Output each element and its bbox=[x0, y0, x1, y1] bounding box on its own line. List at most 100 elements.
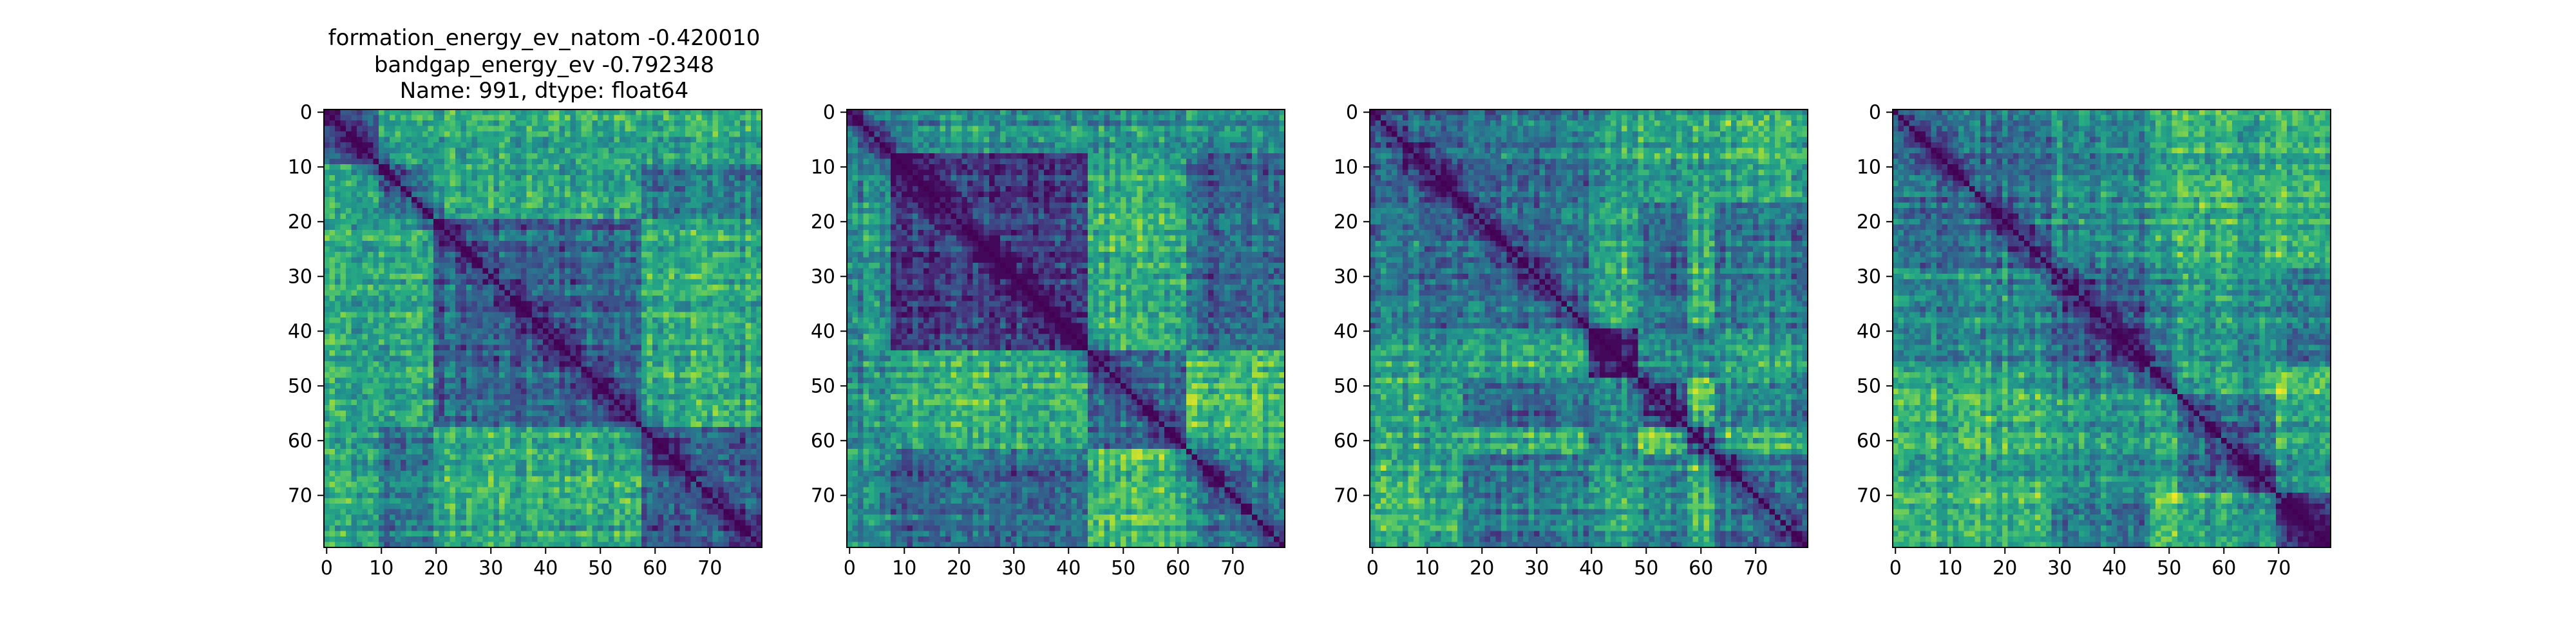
heatmap-cell bbox=[663, 202, 669, 209]
heatmap-cell bbox=[668, 120, 675, 126]
heatmap-cell bbox=[647, 158, 653, 165]
heatmap-cell bbox=[620, 115, 625, 121]
heatmap-cell bbox=[598, 372, 603, 378]
heatmap-cell bbox=[395, 421, 401, 428]
heatmap-cell bbox=[477, 120, 483, 126]
heatmap-cell bbox=[455, 372, 461, 378]
heatmap-cell bbox=[406, 421, 412, 428]
heatmap-cell bbox=[690, 328, 697, 334]
heatmap-cell bbox=[729, 191, 735, 198]
heatmap-cell bbox=[647, 317, 653, 323]
heatmap-cell bbox=[592, 350, 598, 356]
heatmap-cell bbox=[718, 158, 724, 165]
heatmap-cell bbox=[493, 180, 500, 187]
heatmap-cell bbox=[428, 323, 434, 329]
heatmap-cell bbox=[565, 235, 571, 242]
heatmap-cell bbox=[417, 410, 423, 417]
heatmap-cell bbox=[357, 274, 363, 279]
heatmap-cell bbox=[324, 361, 330, 367]
heatmap-cell bbox=[598, 158, 603, 165]
heatmap-cell bbox=[460, 208, 467, 214]
heatmap-cell bbox=[504, 421, 511, 428]
heatmap-cell bbox=[510, 377, 516, 384]
heatmap-cell bbox=[614, 355, 620, 362]
heatmap-cell bbox=[630, 153, 636, 159]
heatmap-cell bbox=[696, 383, 702, 389]
heatmap-cell bbox=[658, 202, 664, 209]
heatmap-cell bbox=[729, 224, 735, 231]
heatmap-cell bbox=[504, 268, 511, 274]
heatmap-cell bbox=[357, 410, 363, 417]
heatmap-cell bbox=[745, 443, 752, 450]
heatmap-cell bbox=[668, 268, 675, 274]
heatmap-cell bbox=[723, 153, 730, 159]
heatmap-cell bbox=[668, 224, 675, 231]
heatmap-cell bbox=[712, 213, 719, 220]
heatmap-cell bbox=[745, 131, 752, 137]
heatmap-cell bbox=[679, 443, 686, 450]
heatmap-cell bbox=[324, 301, 330, 307]
heatmap-cell bbox=[609, 142, 614, 148]
heatmap-cell bbox=[373, 296, 379, 301]
heatmap-cell bbox=[581, 175, 587, 181]
heatmap-cell bbox=[718, 263, 724, 269]
heatmap-cell bbox=[696, 219, 702, 225]
heatmap-cell bbox=[460, 158, 467, 165]
heatmap-cell bbox=[362, 372, 368, 378]
heatmap-cell bbox=[630, 224, 636, 231]
heatmap-cell bbox=[565, 372, 571, 378]
heatmap-cell bbox=[641, 268, 647, 274]
heatmap-cell bbox=[477, 175, 483, 181]
heatmap-cell bbox=[751, 186, 757, 192]
heatmap-cell bbox=[625, 361, 631, 367]
heatmap-cell bbox=[471, 383, 478, 389]
heatmap-cell bbox=[471, 126, 478, 132]
heatmap-cell bbox=[543, 323, 549, 329]
heatmap-cell bbox=[576, 438, 582, 444]
heatmap-cell bbox=[587, 241, 592, 247]
heatmap-cell bbox=[707, 394, 713, 400]
heatmap-cell bbox=[652, 180, 658, 187]
heatmap-cell bbox=[723, 186, 730, 192]
heatmap-cell bbox=[696, 279, 702, 285]
heatmap-cell bbox=[647, 399, 653, 406]
heatmap-cell bbox=[636, 213, 642, 220]
heatmap-cell bbox=[537, 366, 544, 373]
heatmap-cell bbox=[565, 317, 571, 323]
heatmap-cell bbox=[401, 438, 406, 444]
heatmap-cell bbox=[723, 109, 730, 115]
heatmap-cell bbox=[696, 301, 702, 307]
heatmap-cell bbox=[712, 443, 719, 450]
heatmap-cell bbox=[373, 186, 379, 192]
heatmap-cell bbox=[630, 164, 636, 170]
heatmap-cell bbox=[537, 421, 544, 428]
heatmap-cell bbox=[324, 285, 330, 290]
heatmap-cell bbox=[751, 339, 757, 345]
heatmap-cell bbox=[734, 274, 741, 279]
heatmap-cell bbox=[493, 449, 500, 455]
heatmap-cell bbox=[357, 394, 363, 400]
heatmap-cell bbox=[482, 438, 489, 444]
heatmap-cell bbox=[690, 131, 697, 137]
heatmap-cell bbox=[357, 219, 363, 225]
heatmap-cell bbox=[515, 158, 522, 165]
heatmap-cell bbox=[340, 252, 346, 258]
heatmap-cell bbox=[335, 377, 341, 384]
heatmap-cell bbox=[745, 355, 752, 362]
heatmap-cell bbox=[576, 432, 582, 439]
heatmap-cell bbox=[745, 147, 752, 154]
heatmap-cell bbox=[373, 334, 379, 340]
heatmap-cell bbox=[598, 252, 603, 258]
heatmap-cell bbox=[674, 361, 680, 367]
heatmap-cell bbox=[609, 323, 614, 329]
heatmap-cell bbox=[674, 443, 680, 450]
heatmap-cell bbox=[707, 350, 713, 356]
heatmap-cell bbox=[324, 202, 330, 209]
heatmap-cell bbox=[603, 257, 609, 263]
heatmap-cell bbox=[488, 142, 494, 148]
heatmap-cell bbox=[652, 377, 658, 384]
heatmap-cell bbox=[712, 191, 719, 198]
heatmap-cell bbox=[707, 345, 713, 351]
heatmap-cell bbox=[668, 345, 675, 351]
heatmap-cell bbox=[455, 109, 461, 115]
